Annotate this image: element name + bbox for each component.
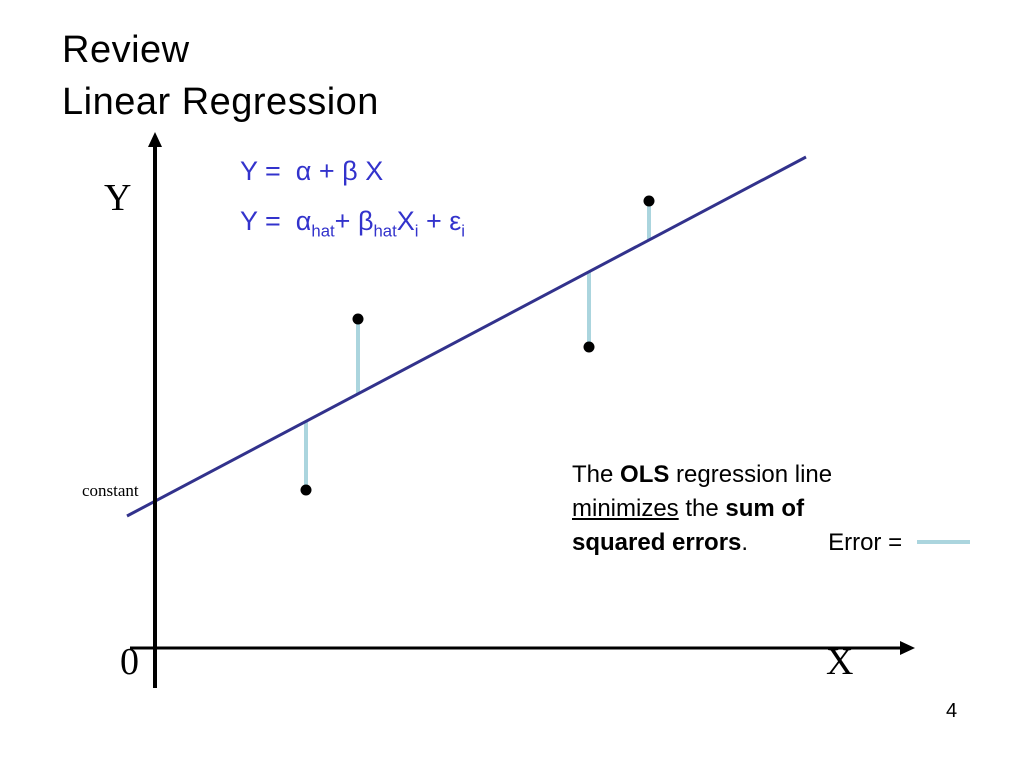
x-axis-arrowhead bbox=[900, 641, 915, 655]
y-axis-arrowhead bbox=[148, 132, 162, 147]
regression-equations: Y = α + β X Y = αhat+ βhatXi + εi bbox=[240, 156, 465, 260]
data-point bbox=[643, 195, 655, 207]
equation-estimated: Y = αhat+ βhatXi + εi bbox=[240, 206, 465, 241]
title-line-1: Review bbox=[62, 29, 190, 71]
text-run-bold: sum of bbox=[725, 495, 805, 522]
data-point bbox=[352, 313, 364, 325]
eq-term: + ε bbox=[418, 206, 462, 236]
ols-caption-line-2: minimizes the sum of bbox=[572, 492, 1012, 526]
slide-title: Review Linear Regression bbox=[62, 24, 379, 128]
error-line-swatch bbox=[917, 539, 971, 544]
origin-label: 0 bbox=[120, 641, 139, 683]
text-run-bold: OLS bbox=[620, 461, 670, 488]
y-axis-label: Y bbox=[104, 177, 132, 219]
x-axis-label: X bbox=[826, 641, 854, 683]
constant-label: constant bbox=[82, 481, 139, 500]
eq-subscript: hat bbox=[311, 221, 335, 241]
page-number: 4 bbox=[946, 700, 958, 722]
text-run: . bbox=[741, 529, 749, 556]
eq-subscript: i bbox=[414, 221, 419, 241]
data-point bbox=[583, 341, 595, 353]
ols-caption-line-1: The OLS regression line bbox=[572, 458, 1012, 492]
ols-caption-line-3: squared errors. Error = bbox=[572, 526, 1012, 560]
text-run-bold: squared errors bbox=[572, 529, 742, 556]
text-run-underline: minimizes bbox=[572, 495, 679, 522]
eq-term: Y = α bbox=[240, 206, 312, 236]
ols-caption: The OLS regression line minimizes the su… bbox=[572, 458, 1012, 560]
eq-term: X bbox=[396, 206, 415, 236]
eq-subscript: hat bbox=[373, 221, 397, 241]
text-run: the bbox=[678, 495, 726, 522]
data-point bbox=[300, 484, 312, 496]
title-line-2: Linear Regression bbox=[62, 81, 379, 123]
eq-term: + β bbox=[334, 206, 374, 236]
text-run: The bbox=[572, 461, 621, 488]
eq-subscript: i bbox=[461, 221, 466, 241]
equation-population: Y = α + β X bbox=[240, 156, 384, 186]
error-legend-label: Error = bbox=[828, 529, 903, 556]
text-run: regression line bbox=[669, 461, 833, 488]
